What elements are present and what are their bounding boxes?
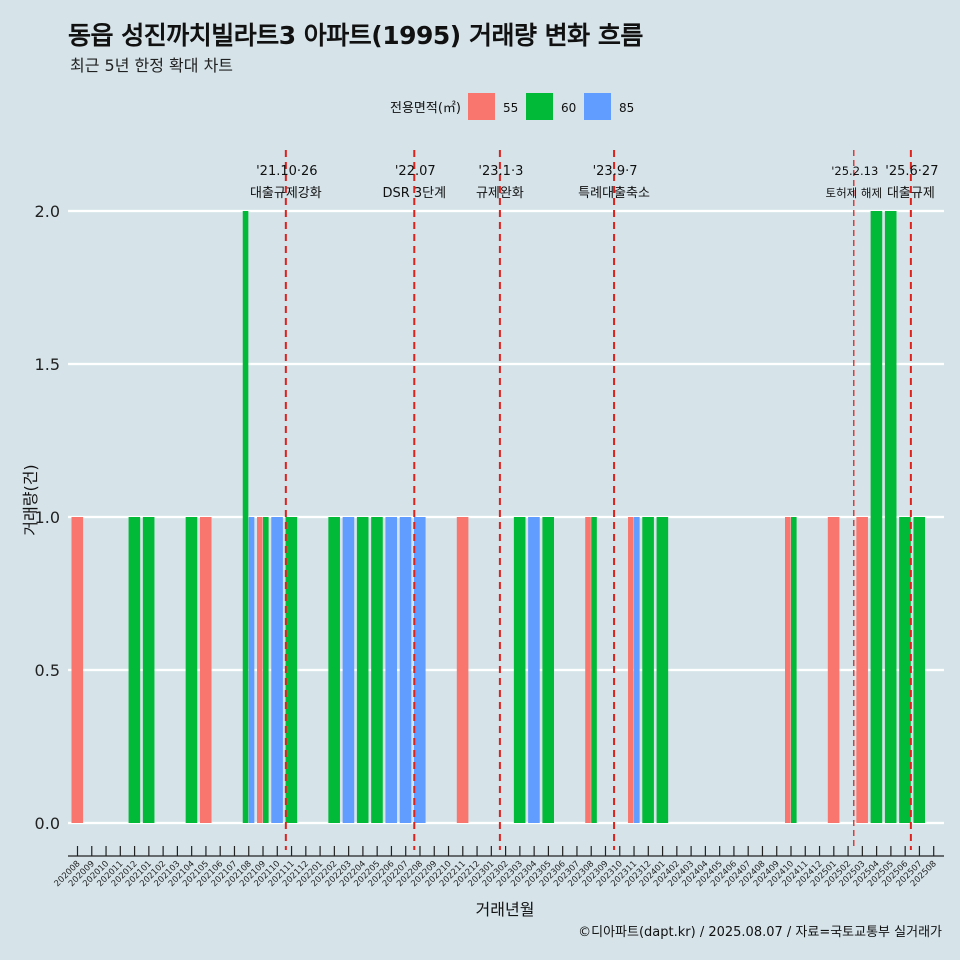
bar-202109-60 xyxy=(263,517,269,823)
y-tick-label: 0.0 xyxy=(35,814,60,833)
chart-caption: ©디아파트(dapt.kr) / 2025.08.07 / 자료=국토교통부 실… xyxy=(578,925,942,940)
bar-202410-55 xyxy=(785,517,791,823)
bar-202008-55 xyxy=(71,517,84,823)
event-date: '23.1·3 xyxy=(478,164,523,179)
bar-202211-55 xyxy=(456,517,469,823)
bar-202505-60 xyxy=(884,211,897,823)
legend-label-55: 55 xyxy=(503,101,518,115)
event-date: '22.07 xyxy=(395,164,436,179)
bar-202204-60 xyxy=(356,517,369,823)
event-date: '25.2.13 xyxy=(831,164,878,178)
bar-202104-60 xyxy=(185,517,198,823)
bar-202105-55 xyxy=(199,517,212,823)
bar-202308-60 xyxy=(591,517,597,823)
event-date: '23.9·7 xyxy=(593,164,638,179)
legend-swatch-55 xyxy=(468,93,495,120)
bar-202101-60 xyxy=(142,517,155,823)
event-label: 대출규제 xyxy=(887,186,935,201)
bar-202312-60 xyxy=(642,517,654,823)
bar-202304-85 xyxy=(528,517,540,823)
event-label: 토허제 해제 xyxy=(826,186,883,200)
legend-swatch-60 xyxy=(526,93,553,120)
legend-label-60: 60 xyxy=(561,101,576,115)
legend-label-85: 85 xyxy=(619,101,634,115)
bar-202109-55 xyxy=(257,517,263,823)
event-label: DSR 3단계 xyxy=(382,186,446,201)
event-date: '25.6·27 xyxy=(885,164,938,179)
bar-202507-60 xyxy=(913,517,926,823)
gridlines xyxy=(68,209,944,825)
event-label: 특례대출축소 xyxy=(578,186,650,201)
chart-subtitle: 최근 5년 한정 확대 차트 xyxy=(70,56,234,75)
legend-title: 전용면적(㎡) xyxy=(390,101,461,116)
bar-202111-60 xyxy=(285,517,298,823)
bar-202311-85 xyxy=(634,517,640,823)
x-axis-title: 거래년월 xyxy=(476,900,535,919)
bars xyxy=(71,211,926,823)
bar-202108-85 xyxy=(248,517,255,823)
event-label: 대출규제강화 xyxy=(250,186,322,201)
y-tick-label: 0.5 xyxy=(35,661,60,680)
bar-202202-60 xyxy=(328,517,340,823)
bar-202410-60 xyxy=(791,517,797,823)
bar-202305-60 xyxy=(542,517,555,823)
bar-202303-60 xyxy=(513,517,526,823)
bar-202401-60 xyxy=(656,517,669,823)
event-label: 규제완화 xyxy=(476,186,524,201)
bar-202311-55 xyxy=(628,517,634,823)
bar-202012-60 xyxy=(128,517,141,823)
bar-202207-85 xyxy=(399,517,412,823)
event-lines: '21.10·26 대출규제강화 '22.07 DSR 3단계 '23.1·3 규제완화 '… xyxy=(250,150,938,850)
bar-202110-85 xyxy=(271,517,283,823)
legend: 전용면적(㎡) 55 60 85 xyxy=(390,93,634,120)
event-date: '21.10·26 xyxy=(256,164,317,179)
bar-202203-85 xyxy=(342,517,355,823)
y-tick-label: 2.0 xyxy=(35,202,60,221)
bar-202308-55 xyxy=(585,517,591,823)
bar-202503-55 xyxy=(856,517,868,823)
y-tick-label: 1.0 xyxy=(35,508,60,527)
bar-202208-85 xyxy=(413,517,426,823)
bar-202205-60 xyxy=(371,517,383,823)
bar-202108-60 xyxy=(242,211,249,823)
y-tick-label: 1.5 xyxy=(35,355,60,374)
bar-202501-55 xyxy=(827,517,840,823)
bar-202504-60 xyxy=(870,211,883,823)
bar-202206-85 xyxy=(385,517,398,823)
legend-swatch-85 xyxy=(584,93,611,120)
axes: 0.00.51.01.52.02020082020092020102020112… xyxy=(21,202,944,919)
bar-202506-60 xyxy=(899,517,911,823)
chart-title: 동읍 성진까치빌라트3 아파트(1995) 거래량 변화 흐름 xyxy=(68,21,643,50)
y-axis-title: 거래량(건) xyxy=(21,464,40,535)
